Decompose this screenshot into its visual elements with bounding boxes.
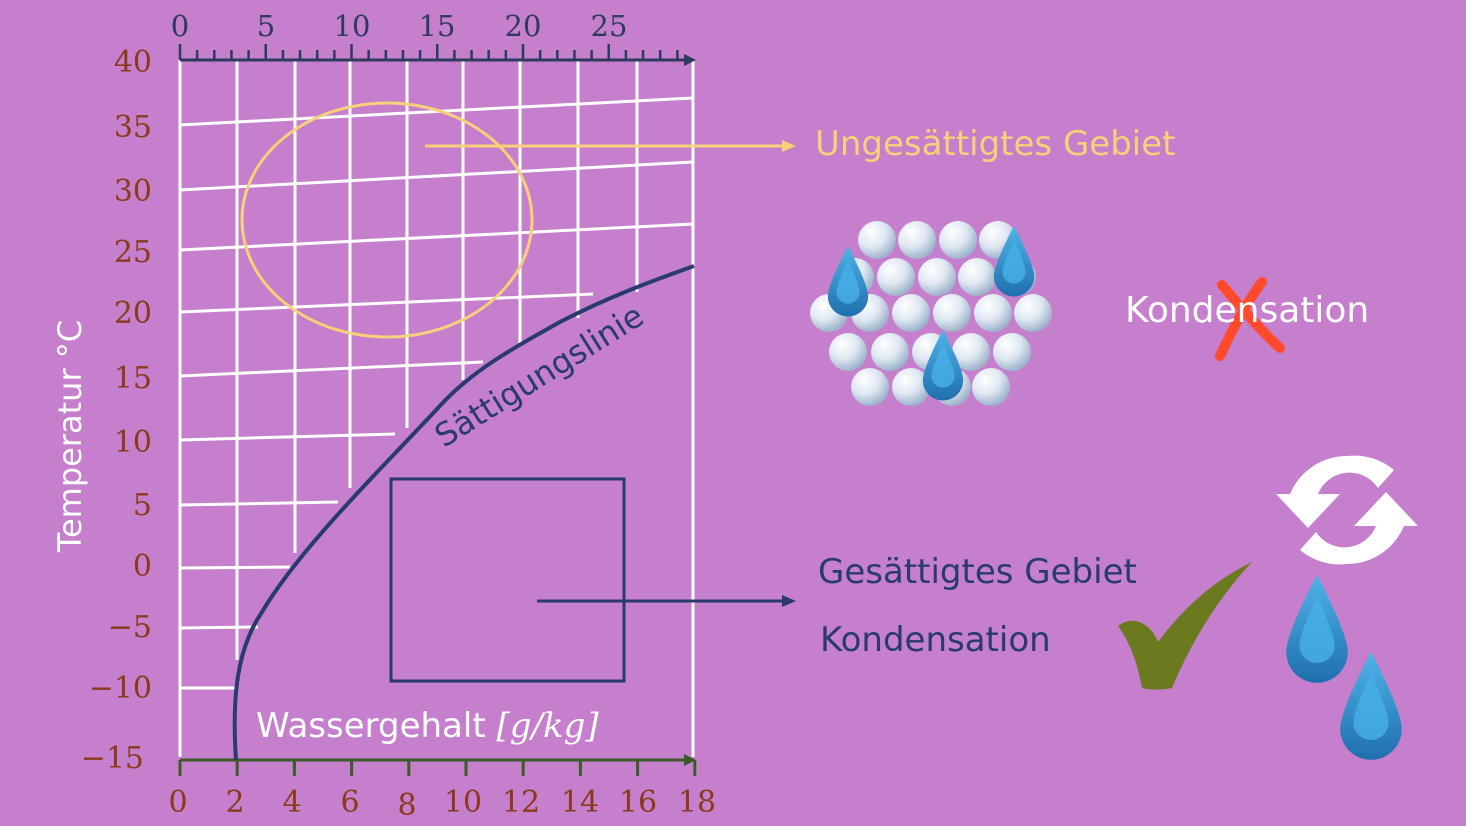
y-tick-label: −5 <box>108 610 152 645</box>
unsaturated-region-label: Ungesättigtes Gebiet <box>815 124 1176 164</box>
x-tick-label: 18 <box>678 785 716 820</box>
saturated-region-label: Gesättigtes Gebiet <box>818 552 1137 592</box>
top-tick-label: 20 <box>505 9 542 43</box>
molecule-bubble <box>871 333 909 371</box>
x-axis-label: Wassergehalt [g/kg] <box>256 706 599 746</box>
y-tick-label: 35 <box>114 110 152 145</box>
top-tick-label: 0 <box>171 9 189 43</box>
y-tick-label: 10 <box>114 425 152 460</box>
refresh-cycle-icon <box>1276 455 1418 565</box>
molecule-bubble <box>1014 294 1052 332</box>
x-axis-title: Wassergehalt <box>256 706 486 746</box>
top-tick-label: 5 <box>257 9 275 43</box>
top-axis <box>178 44 696 66</box>
y-tick-label: 30 <box>114 174 152 209</box>
molecule-bubble <box>829 333 867 371</box>
x-tick-label: 8 <box>397 788 416 823</box>
molecule-bubble <box>918 258 956 296</box>
x-tick-label: 12 <box>502 785 540 820</box>
top-tick-label: 15 <box>419 9 456 43</box>
saturation-curve <box>232 264 695 761</box>
y-tick-label: 5 <box>133 488 152 523</box>
molecule-bubble <box>952 333 990 371</box>
x-tick-label: 14 <box>561 785 599 820</box>
unsaturated-arrow <box>425 140 796 152</box>
top-tick-label: 10 <box>334 9 371 43</box>
bottom-axis <box>178 754 697 776</box>
cross-icon <box>1215 277 1285 361</box>
molecule-bubble <box>877 258 915 296</box>
molecule-bubble <box>993 333 1031 371</box>
molecule-bubble <box>974 294 1012 332</box>
saturated-region-box <box>389 477 626 683</box>
condensation-possible-label: Kondensation <box>820 620 1051 660</box>
x-tick-label: 10 <box>444 785 482 820</box>
x-tick-label: 4 <box>282 785 301 820</box>
y-axis-label: Temperatur °C <box>51 319 89 553</box>
molecule-cluster-icon <box>810 221 1052 406</box>
y-tick-label: −10 <box>89 671 152 706</box>
molecule-bubble <box>898 221 936 259</box>
x-tick-label: 0 <box>168 785 187 820</box>
chart-grid <box>178 60 695 757</box>
molecule-bubble <box>933 294 971 332</box>
saturated-arrow <box>537 595 796 607</box>
molecule-bubble <box>858 221 896 259</box>
x-tick-label: 6 <box>340 785 359 820</box>
water-drop-icon <box>1340 652 1402 760</box>
unsaturated-region-ellipse <box>240 101 534 339</box>
top-tick-label: 25 <box>591 9 628 43</box>
y-tick-label: 25 <box>114 235 152 270</box>
condensation-not-possible-label: Kondensation <box>1125 290 1370 331</box>
molecule-bubble <box>892 368 930 406</box>
molecule-bubble <box>958 258 996 296</box>
x-tick-label: 2 <box>225 785 244 820</box>
checkmark-icon <box>1118 562 1252 690</box>
y-tick-label: 40 <box>114 45 152 80</box>
x-tick-label: 16 <box>619 785 657 820</box>
y-tick-label: −15 <box>81 741 144 776</box>
water-drop-icon <box>1286 575 1348 683</box>
y-tick-label: 20 <box>114 296 152 331</box>
water-drop-icon <box>827 246 869 317</box>
molecule-bubble <box>892 294 930 332</box>
y-tick-label: 0 <box>133 549 152 584</box>
y-tick-label: 15 <box>114 361 152 396</box>
x-axis-unit: [g/kg] <box>496 706 599 746</box>
molecule-bubble <box>972 368 1010 406</box>
molecule-bubble <box>851 368 889 406</box>
molecule-bubble <box>939 221 977 259</box>
